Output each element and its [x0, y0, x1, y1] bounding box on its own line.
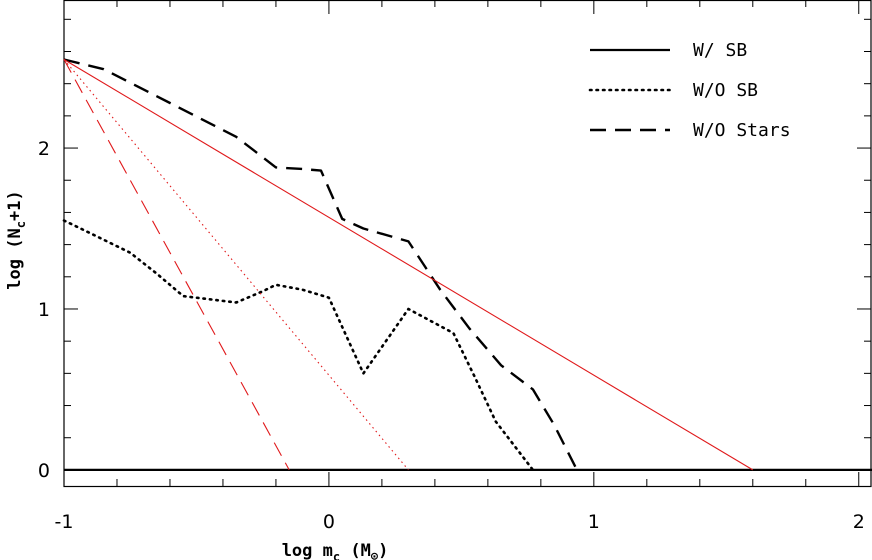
y-tick-label: 0 [38, 460, 50, 482]
series-group [62, 58, 872, 472]
plot-border [63, 0, 872, 488]
series-line-3 [63, 59, 754, 471]
y-axis-label: log (Nc+1) [5, 190, 28, 289]
x-tick-label: -1 [55, 511, 74, 533]
x-tick-label: 1 [588, 511, 600, 533]
legend-label-0: W/ SB [693, 40, 747, 61]
series-line-5 [63, 59, 290, 471]
legend: W/ SB W/O SB W/O Stars [588, 40, 791, 141]
series-line-4 [63, 59, 409, 471]
y-tick-label: 2 [38, 138, 50, 160]
legend-label-2: W/O Stars [693, 120, 791, 141]
x-axis-label: log mc (M⊙) [282, 541, 389, 560]
x-tick-label: 0 [323, 511, 335, 533]
series-line-2 [63, 58, 577, 468]
plot-frame [63, 0, 872, 488]
axis-ticks [63, 0, 871, 486]
y-tick-label: 1 [38, 299, 50, 321]
legend-label-1: W/O SB [693, 80, 758, 101]
x-tick-label: 2 [853, 511, 865, 533]
tick-labels: -1 0 1 2 0 1 2 [38, 138, 865, 533]
series-line-1 [62, 219, 535, 472]
